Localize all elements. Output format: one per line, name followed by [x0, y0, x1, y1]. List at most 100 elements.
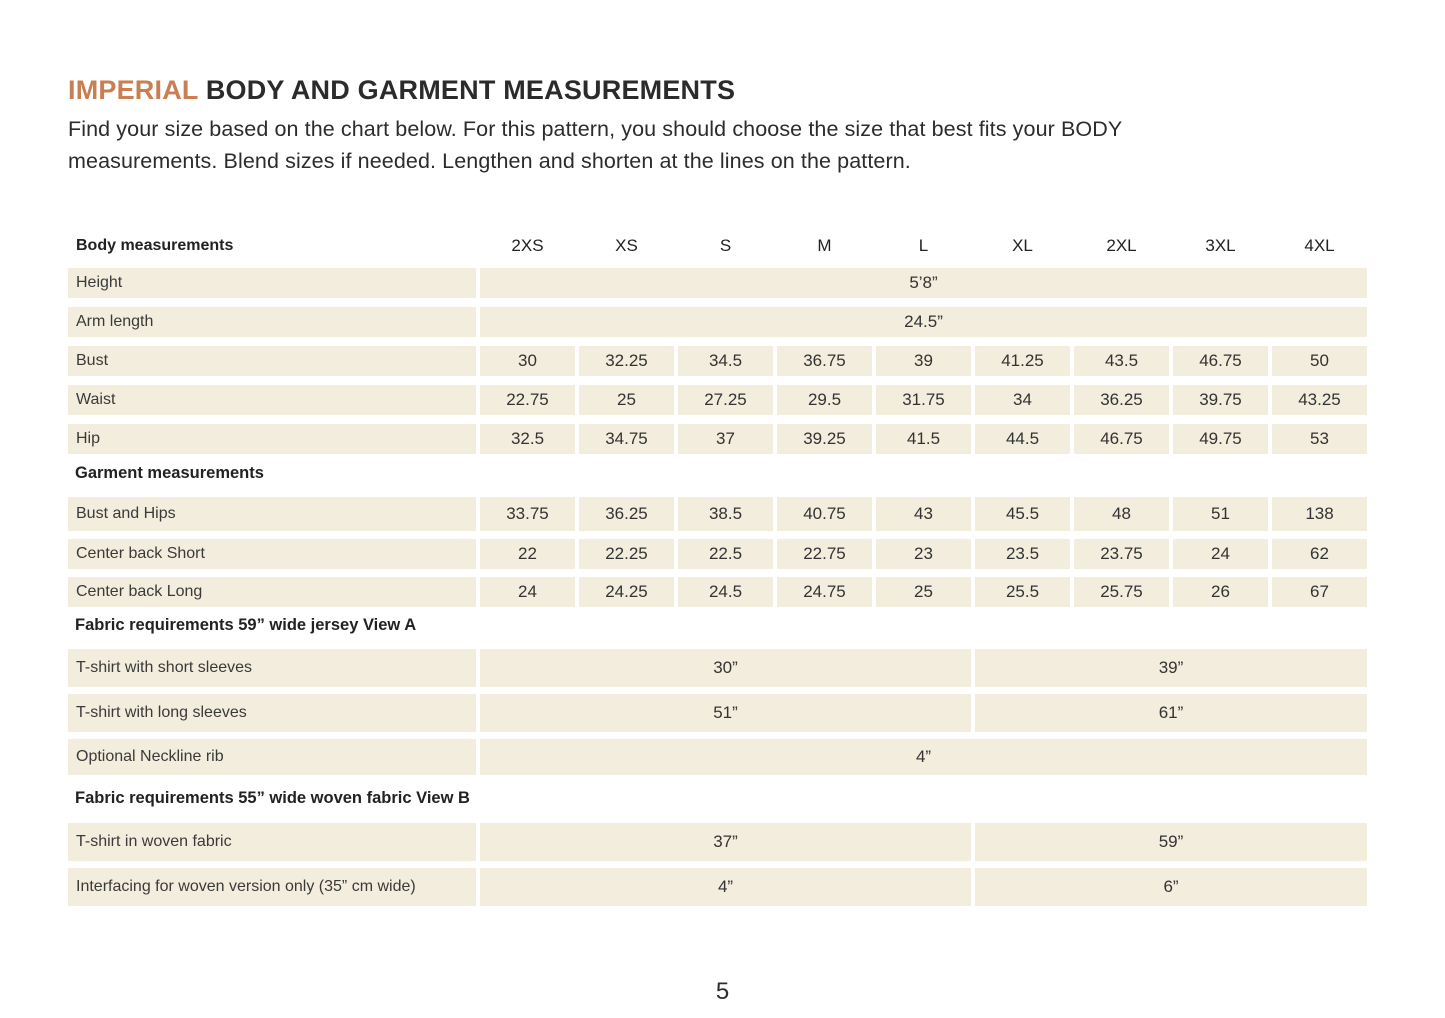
value-cell: 23: [876, 539, 971, 569]
row-label: T-shirt in woven fabric: [68, 823, 476, 861]
row-label: T-shirt with long sleeves: [68, 694, 476, 732]
value-cell: 27.25: [678, 385, 773, 415]
value-cell: 62: [1272, 539, 1367, 569]
value-cell: 25.5: [975, 577, 1070, 607]
row-label: Interfacing for woven version only (35” …: [68, 868, 476, 906]
size-header-m: M: [817, 236, 832, 255]
header-body-measurements: Body measurements: [76, 237, 234, 254]
value-cell: 39: [876, 346, 971, 376]
value-cell: 53: [1272, 424, 1367, 454]
row-label: Height: [68, 268, 476, 298]
value-cell: 43.25: [1272, 385, 1367, 415]
value-cell: 30: [480, 346, 575, 376]
size-header-4xl: 4XL: [1304, 236, 1335, 255]
row-waist: Waist 22.75 25 27.25 29.5 31.75 34 36.25…: [68, 385, 1367, 415]
span-value-cell-right: 6”: [975, 868, 1367, 906]
span-value-cell: 4”: [480, 739, 1367, 775]
span-value-cell: 24.5”: [480, 307, 1367, 337]
title-brand: IMPERIAL: [68, 75, 199, 105]
value-cell: 38.5: [678, 497, 773, 531]
size-header-xs: XS: [615, 236, 638, 255]
title-rest: BODY AND GARMENT MEASUREMENTS: [198, 75, 736, 105]
span-value-cell-left: 37”: [480, 823, 971, 861]
row-tshirt-woven: T-shirt in woven fabric 37” 59”: [68, 823, 1367, 861]
row-bust-and-hips: Bust and Hips 33.75 36.25 38.5 40.75 43 …: [68, 497, 1367, 531]
value-cell: 34: [975, 385, 1070, 415]
value-cell: 22.25: [579, 539, 674, 569]
size-header-2xs: 2XS: [511, 236, 544, 255]
section-fabric-jersey-view-a: Fabric requirements 59” wide jersey View…: [75, 616, 417, 634]
row-label: Hip: [68, 424, 476, 454]
page-content: IMPERIAL BODY AND GARMENT MEASUREMENTS F…: [68, 74, 1371, 913]
value-cell: 25: [876, 577, 971, 607]
value-cell: 36.25: [579, 497, 674, 531]
value-cell: 138: [1272, 497, 1367, 531]
span-value-cell-right: 61”: [975, 694, 1367, 732]
row-neckline-rib: Optional Neckline rib 4”: [68, 739, 1367, 775]
row-bust: Bust 30 32.25 34.5 36.75 39 41.25 43.5 4…: [68, 346, 1367, 376]
row-label: Arm length: [68, 307, 476, 337]
span-value-cell-left: 51”: [480, 694, 971, 732]
span-value-cell-left: 30”: [480, 649, 971, 687]
value-cell: 22.75: [777, 539, 872, 569]
section-fabric-woven-view-b: Fabric requirements 55” wide woven fabri…: [75, 789, 470, 807]
table-header-row: Body measurements 2XS XS S M L XL 2XL 3X…: [68, 232, 1367, 260]
value-cell: 39.75: [1173, 385, 1268, 415]
size-header-l: L: [918, 236, 929, 255]
size-header-s: S: [719, 236, 732, 255]
row-label: Waist: [68, 385, 476, 415]
value-cell: 22: [480, 539, 575, 569]
row-center-back-long: Center back Long 24 24.25 24.5 24.75 25 …: [68, 577, 1367, 607]
row-center-back-short: Center back Short 22 22.25 22.5 22.75 23…: [68, 539, 1367, 569]
row-arm-length: Arm length 24.5”: [68, 307, 1367, 337]
value-cell: 23.75: [1074, 539, 1169, 569]
value-cell: 33.75: [480, 497, 575, 531]
value-cell: 32.25: [579, 346, 674, 376]
row-hip: Hip 32.5 34.75 37 39.25 41.5 44.5 46.75 …: [68, 424, 1367, 454]
value-cell: 41.5: [876, 424, 971, 454]
span-value-cell-left: 4”: [480, 868, 971, 906]
value-cell: 46.75: [1173, 346, 1268, 376]
value-cell: 25: [579, 385, 674, 415]
value-cell: 40.75: [777, 497, 872, 531]
value-cell: 67: [1272, 577, 1367, 607]
value-cell: 31.75: [876, 385, 971, 415]
intro-text: Find your size based on the chart below.…: [68, 117, 1122, 173]
value-cell: 23.5: [975, 539, 1070, 569]
value-cell: 26: [1173, 577, 1268, 607]
row-label: Optional Neckline rib: [68, 739, 476, 775]
size-header-3xl: 3XL: [1205, 236, 1236, 255]
size-header-xl: XL: [1012, 236, 1033, 255]
value-cell: 24: [1173, 539, 1268, 569]
value-cell: 34.75: [579, 424, 674, 454]
value-cell: 39.25: [777, 424, 872, 454]
value-cell: 51: [1173, 497, 1268, 531]
row-tshirt-short-sleeves: T-shirt with short sleeves 30” 39”: [68, 649, 1367, 687]
value-cell: 43: [876, 497, 971, 531]
value-cell: 41.25: [975, 346, 1070, 376]
value-cell: 49.75: [1173, 424, 1268, 454]
value-cell: 24.5: [678, 577, 773, 607]
value-cell: 32.5: [480, 424, 575, 454]
value-cell: 46.75: [1074, 424, 1169, 454]
value-cell: 43.5: [1074, 346, 1169, 376]
value-cell: 36.75: [777, 346, 872, 376]
row-label: Bust: [68, 346, 476, 376]
page-number: 5: [715, 978, 730, 1005]
value-cell: 34.5: [678, 346, 773, 376]
value-cell: 45.5: [975, 497, 1070, 531]
value-cell: 44.5: [975, 424, 1070, 454]
value-cell: 24.25: [579, 577, 674, 607]
value-cell: 48: [1074, 497, 1169, 531]
value-cell: 25.75: [1074, 577, 1169, 607]
value-cell: 50: [1272, 346, 1367, 376]
page-title: IMPERIAL BODY AND GARMENT MEASUREMENTS: [68, 74, 1371, 106]
value-cell: 24.75: [777, 577, 872, 607]
value-cell: 37: [678, 424, 773, 454]
span-value-cell-right: 39”: [975, 649, 1367, 687]
value-cell: 24: [480, 577, 575, 607]
row-height: Height 5’8”: [68, 268, 1367, 298]
span-value-cell: 5’8”: [480, 268, 1367, 298]
row-label: T-shirt with short sleeves: [68, 649, 476, 687]
value-cell: 29.5: [777, 385, 872, 415]
